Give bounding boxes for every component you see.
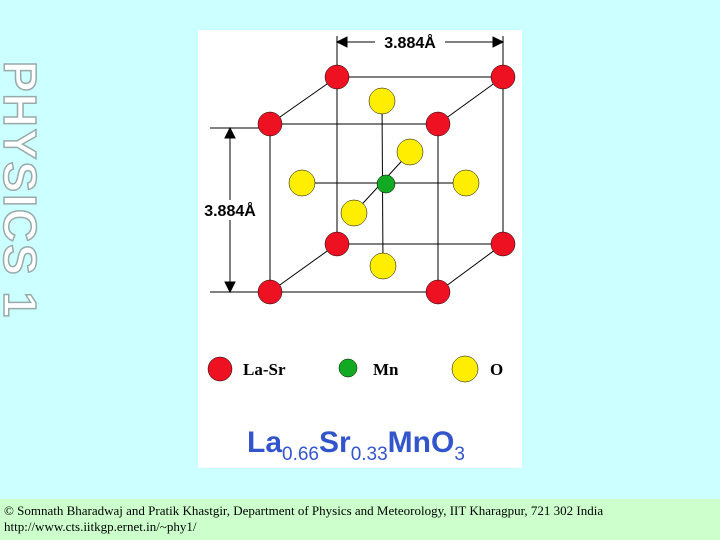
dimension-lines bbox=[210, 36, 505, 294]
legend-label: Mn bbox=[373, 360, 399, 379]
credit: © Somnath Bharadwaj and Pratik Khastgir,… bbox=[4, 503, 604, 518]
left-dimension: 3.884Å bbox=[204, 201, 256, 220]
footer: © Somnath Bharadwaj and Pratik Khastgir,… bbox=[0, 499, 720, 540]
atoms bbox=[257, 64, 516, 305]
slide-canvas: PHYSICS 1 3.884Å 3.884Å La bbox=[0, 30, 522, 468]
top-dimension: 3.884Å bbox=[384, 33, 436, 52]
side-title: PHYSICS 1 bbox=[0, 61, 46, 319]
formula: La0.66Sr0.33MnO3 bbox=[247, 426, 465, 465]
figure-panel bbox=[198, 30, 522, 468]
legend bbox=[207, 355, 479, 383]
legend-label: La-Sr bbox=[243, 360, 286, 379]
legend-label: O bbox=[490, 360, 503, 379]
url: http://www.cts.iitkgp.ernet.in/~phy1/ bbox=[4, 519, 197, 534]
cube-edges bbox=[269, 76, 504, 293]
